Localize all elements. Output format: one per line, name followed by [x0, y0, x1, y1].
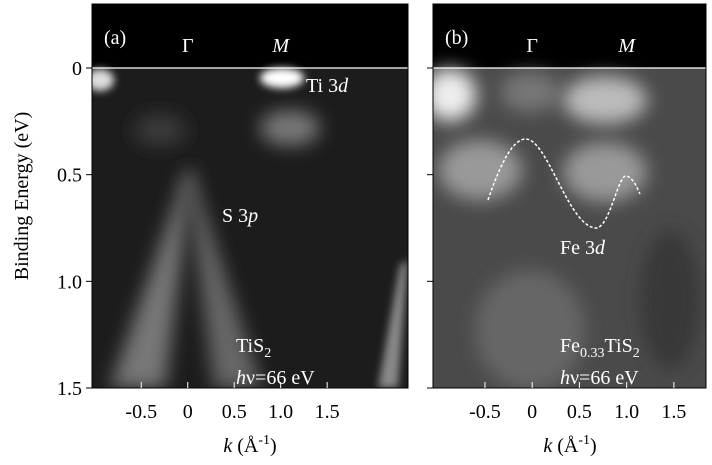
y-tick-label: 0: [72, 58, 82, 80]
arpes-image-b: [424, 4, 706, 390]
x-axis-label: k (Å-1): [223, 433, 276, 457]
annotation: Ti 3d: [306, 75, 349, 97]
panel-label: (b): [445, 27, 468, 49]
x-axis-label: k (Å-1): [543, 433, 596, 457]
symmetry-point-label: Γ: [182, 35, 194, 57]
annotation: hν=66 eV: [560, 367, 639, 389]
y-tick-label: 1.5: [57, 378, 82, 400]
symmetry-point-label: M: [271, 35, 290, 57]
y-axis-label: Binding Energy (eV): [11, 112, 33, 281]
x-tick-label: 1.5: [315, 401, 340, 423]
panel-label: (a): [104, 27, 126, 49]
arpes-image-a: [86, 4, 408, 388]
x-tick-label: 1.0: [268, 401, 293, 423]
symmetry-point-label: M: [617, 35, 636, 57]
annotation: hν=66 eV: [236, 367, 315, 389]
x-tick-label: 0.5: [567, 401, 592, 423]
x-tick-label: 0: [183, 401, 193, 423]
x-tick-label: 0: [527, 401, 537, 423]
x-tick-label: 1.5: [661, 401, 686, 423]
symmetry-point-label: Γ: [526, 35, 538, 57]
annotation: Fe 3d: [560, 237, 606, 259]
x-tick-label: 0.5: [222, 401, 247, 423]
x-tick-label: -0.5: [125, 401, 157, 423]
y-tick-label: 0.5: [57, 165, 82, 187]
figure: Ti 3d S 3p TiS2 hν=66 eV Fe 3d Fe0.33TiS…: [0, 0, 712, 465]
y-tick-label: 1.0: [57, 271, 82, 293]
x-tick-label: 1.0: [614, 401, 639, 423]
annotation: S 3p: [222, 205, 258, 227]
x-tick-label: -0.5: [469, 401, 501, 423]
